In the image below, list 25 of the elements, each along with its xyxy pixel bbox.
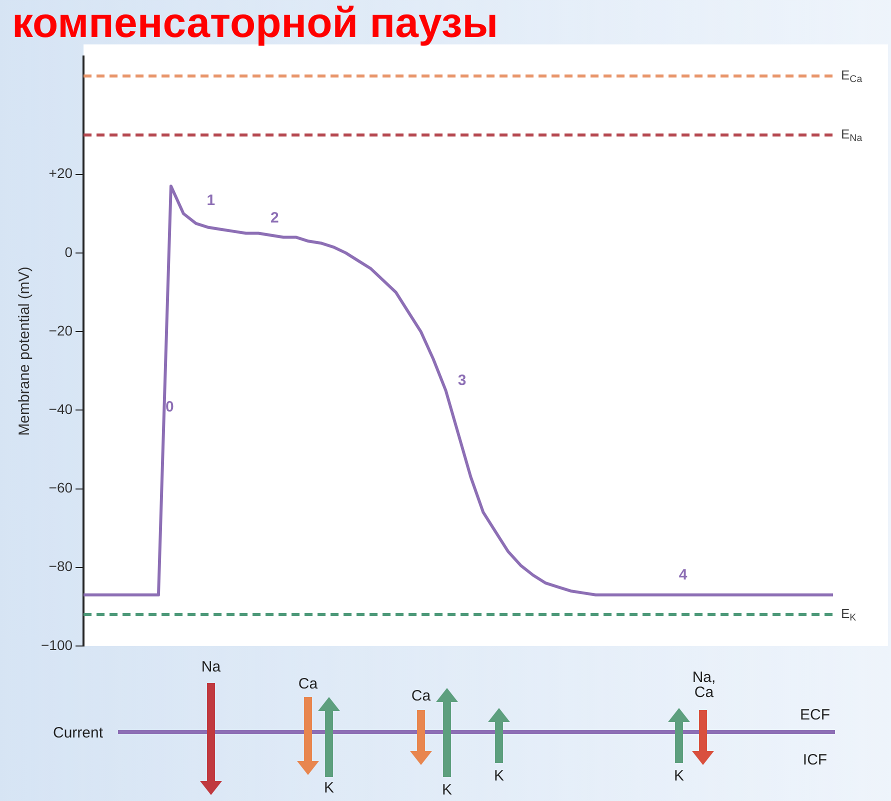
text: Ca bbox=[298, 676, 318, 692]
y-tick-label: −20 bbox=[48, 322, 73, 338]
text: ICF bbox=[802, 752, 828, 768]
y-tick-label: −60 bbox=[48, 480, 73, 496]
text: ECF bbox=[800, 706, 830, 724]
annotation: 1 bbox=[206, 192, 216, 209]
y-tick-label: 0 bbox=[64, 244, 73, 260]
annotation: 0 bbox=[166, 398, 174, 416]
chart-title: компенсаторной паузы bbox=[12, 0, 498, 46]
text: Current bbox=[52, 724, 104, 742]
text: Na, Ca bbox=[691, 669, 717, 701]
annotation: 4 bbox=[678, 566, 688, 584]
text: K bbox=[442, 782, 452, 798]
y-tick-label: −100 bbox=[40, 636, 73, 653]
text: Na bbox=[201, 658, 221, 676]
y-tick-label: −80 bbox=[48, 558, 73, 574]
y-tick-label: +20 bbox=[48, 165, 73, 182]
annotation: 3 bbox=[458, 372, 466, 389]
text: K bbox=[324, 780, 334, 796]
text: K bbox=[494, 768, 504, 784]
annotation: 2 bbox=[270, 210, 279, 227]
text: Ca bbox=[411, 688, 431, 704]
y-tick-label: −40 bbox=[48, 401, 73, 418]
text: K bbox=[674, 768, 684, 784]
y-axis-title: Membrane potential (mV) bbox=[16, 266, 34, 436]
